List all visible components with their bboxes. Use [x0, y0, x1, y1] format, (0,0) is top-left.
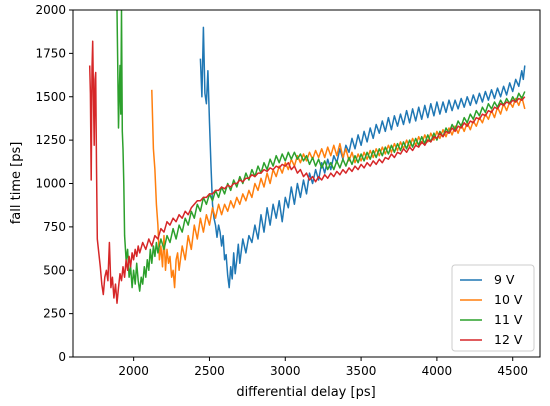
x-tick-label: 4000	[422, 364, 453, 378]
legend: 9 V 10 V 11 V 12 V	[451, 264, 535, 352]
y-tick-label: 500	[43, 263, 66, 277]
y-tick-label: 1250	[35, 133, 66, 147]
x-axis-label: differential delay [ps]	[236, 385, 375, 400]
series-layer	[88, 10, 526, 304]
y-tick-label: 2000	[35, 3, 66, 17]
y-tick-label: 750	[43, 220, 66, 234]
y-tick-label: 1750	[35, 46, 66, 60]
series-line-4	[88, 40, 526, 304]
x-tick-label: 2000	[118, 364, 149, 378]
legend-label: 10 V	[494, 292, 523, 307]
y-tick-label: 1000	[35, 177, 66, 191]
x-tick-label: 3000	[270, 364, 301, 378]
legend-label: 11 V	[494, 312, 523, 327]
y-tick-label: 0	[58, 350, 66, 364]
x-axis: 2000 2500 3000 3500 4000 4500	[118, 357, 528, 378]
y-tick-label: 250	[43, 307, 66, 321]
legend-box	[451, 264, 535, 352]
legend-label: 12 V	[494, 332, 523, 347]
y-tick-label: 1500	[35, 90, 66, 104]
series-line-2	[151, 89, 526, 289]
y-axis: 0 250 500 750 1000 1250 1500 1750 2000	[35, 3, 73, 364]
series-line-3	[116, 10, 526, 292]
y-axis-label: fall time [ps]	[9, 142, 24, 225]
x-tick-label: 2500	[194, 364, 225, 378]
legend-label: 9 V	[494, 272, 515, 287]
x-tick-label: 3500	[346, 364, 377, 378]
x-tick-label: 4500	[497, 364, 528, 378]
